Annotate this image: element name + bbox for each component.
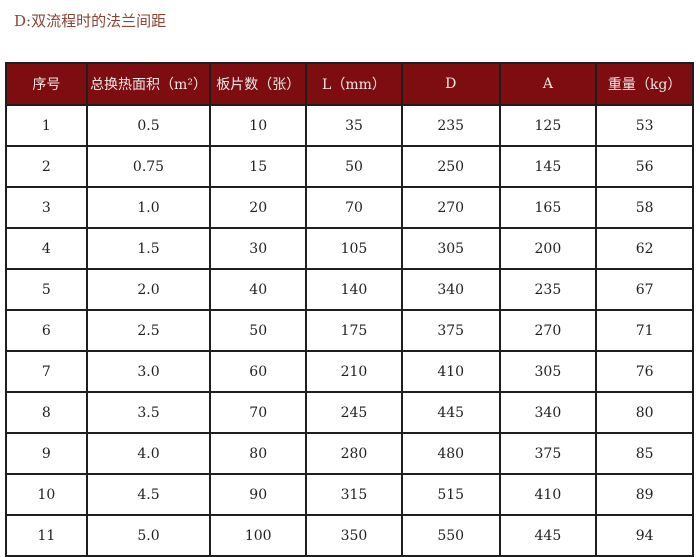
table-cell: 62 — [595, 227, 694, 270]
table-cell: 375 — [498, 432, 598, 475]
table-cell: 105 — [305, 227, 403, 270]
table-cell: 60 — [209, 350, 308, 393]
table-cell: 8 — [5, 391, 88, 434]
column-header: 序号 — [5, 62, 88, 106]
table-cell: 85 — [595, 432, 694, 475]
table-cell: 30 — [209, 227, 308, 270]
table-cell: 50 — [305, 145, 403, 188]
table-cell: 100 — [209, 514, 308, 557]
table-cell: 125 — [498, 104, 598, 147]
table-cell: 90 — [209, 473, 308, 516]
table-cell: 5.0 — [85, 514, 212, 557]
table-cell: 80 — [209, 432, 308, 475]
column-header: 重量（kg） — [595, 62, 694, 106]
table-cell: 0.75 — [85, 145, 212, 188]
table-cell: 94 — [595, 514, 694, 557]
column-header: D — [400, 62, 501, 106]
table-cell: 1 — [5, 104, 88, 147]
table-cell: 56 — [595, 145, 694, 188]
table-cell: 67 — [595, 268, 694, 311]
table-cell: 3.5 — [85, 391, 212, 434]
table-cell: 80 — [595, 391, 694, 434]
table-cell: 10 — [5, 473, 88, 516]
table-cell: 3.0 — [85, 350, 212, 393]
table-cell: 550 — [400, 514, 501, 557]
table-row: 1 0.5 10 35 235 125 53 — [5, 104, 694, 147]
table-cell: 3 — [5, 186, 88, 229]
table-cell: 50 — [209, 309, 308, 352]
table-cell: 0.5 — [85, 104, 212, 147]
table-cell: 340 — [498, 391, 598, 434]
table-cell: 305 — [498, 350, 598, 393]
table-row: 3 1.0 20 70 270 165 58 — [5, 186, 694, 229]
table-cell: 305 — [400, 227, 501, 270]
table-cell: 2.5 — [85, 309, 212, 352]
table-cell: 4 — [5, 227, 88, 270]
table-cell: 4.5 — [85, 473, 212, 516]
table-cell: 71 — [595, 309, 694, 352]
table-row: 8 3.5 70 245 445 340 80 — [5, 391, 694, 434]
table-cell: 5 — [5, 268, 88, 311]
table-cell: 89 — [595, 473, 694, 516]
table-cell: 350 — [305, 514, 403, 557]
table-row: 7 3.0 60 210 410 305 76 — [5, 350, 694, 393]
table-cell: 270 — [400, 186, 501, 229]
table-cell: 175 — [305, 309, 403, 352]
table-cell: 15 — [209, 145, 308, 188]
table-cell: 6 — [5, 309, 88, 352]
table-cell: 40 — [209, 268, 308, 311]
table-cell: 140 — [305, 268, 403, 311]
table-cell: 165 — [498, 186, 598, 229]
table-cell: 480 — [400, 432, 501, 475]
table-cell: 445 — [498, 514, 598, 557]
table-cell: 20 — [209, 186, 308, 229]
table-cell: 145 — [498, 145, 598, 188]
table-cell: 315 — [305, 473, 403, 516]
table-row: 10 4.5 90 315 515 410 89 — [5, 473, 694, 516]
table-cell: 58 — [595, 186, 694, 229]
table-cell: 4.0 — [85, 432, 212, 475]
document-title: D:双流程时的法兰间距 — [14, 12, 167, 30]
flange-spacing-table: 序号 总换热面积（m²） 板片数（张） L（mm） D A 重量（kg） 1 0.5 10 35 2… — [5, 62, 694, 557]
table-row: 11 5.0 100 350 550 445 94 — [5, 514, 694, 557]
table-cell: 340 — [400, 268, 501, 311]
table-cell: 11 — [5, 514, 88, 557]
table-cell: 280 — [305, 432, 403, 475]
table-cell: 445 — [400, 391, 501, 434]
table-cell: 76 — [595, 350, 694, 393]
table-cell: 245 — [305, 391, 403, 434]
table-cell: 1.0 — [85, 186, 212, 229]
table-cell: 70 — [209, 391, 308, 434]
table-row: 4 1.5 30 105 305 200 62 — [5, 227, 694, 270]
table-cell: 35 — [305, 104, 403, 147]
table-cell: 210 — [305, 350, 403, 393]
table-cell: 250 — [400, 145, 501, 188]
table-row: 2 0.75 15 50 250 145 56 — [5, 145, 694, 188]
table-cell: 2 — [5, 145, 88, 188]
table-cell: 70 — [305, 186, 403, 229]
table-cell: 410 — [400, 350, 501, 393]
table-cell: 53 — [595, 104, 694, 147]
table-header-row: 序号 总换热面积（m²） 板片数（张） L（mm） D A 重量（kg） — [5, 62, 694, 106]
column-header: 板片数（张） — [209, 62, 308, 106]
table-cell: 235 — [400, 104, 501, 147]
table-cell: 1.5 — [85, 227, 212, 270]
table-cell: 10 — [209, 104, 308, 147]
table-cell: 270 — [498, 309, 598, 352]
table-cell: 7 — [5, 350, 88, 393]
column-header: L（mm） — [305, 62, 403, 106]
table-cell: 375 — [400, 309, 501, 352]
table-cell: 410 — [498, 473, 598, 516]
table-row: 5 2.0 40 140 340 235 67 — [5, 268, 694, 311]
table-cell: 235 — [498, 268, 598, 311]
table-row: 9 4.0 80 280 480 375 85 — [5, 432, 694, 475]
column-header: A — [498, 62, 598, 106]
table-row: 6 2.5 50 175 375 270 71 — [5, 309, 694, 352]
table-cell: 200 — [498, 227, 598, 270]
table-cell: 515 — [400, 473, 501, 516]
table-cell: 9 — [5, 432, 88, 475]
table-cell: 2.0 — [85, 268, 212, 311]
column-header: 总换热面积（m²） — [85, 62, 212, 106]
